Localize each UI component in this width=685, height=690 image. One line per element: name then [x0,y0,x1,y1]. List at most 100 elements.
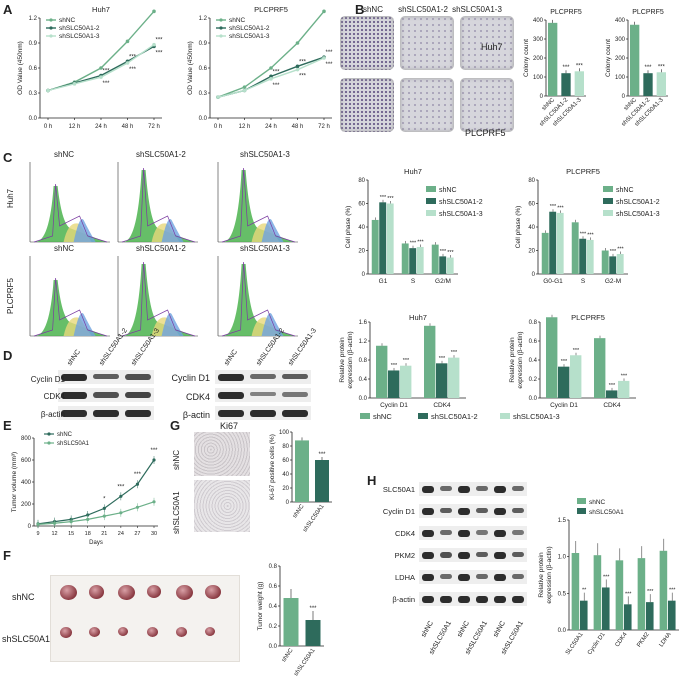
protein-band [282,392,308,397]
sig-mark: *** [451,350,458,356]
g2m-peak [73,218,96,242]
blot-strip [419,504,527,518]
protein-band [512,508,524,514]
legend-marker [219,26,223,30]
bar [570,355,582,398]
panel-label-a: A [3,2,13,17]
blot-row-label: CDK4 [43,392,65,401]
fit-curve [33,183,108,243]
x-tick-label: G1 [379,278,388,285]
sig-mark: *** [155,38,163,44]
tumor-specimen [89,627,100,637]
protein-band [422,530,434,537]
bar [549,211,557,274]
legend-label: shSLC50A1-3 [439,211,483,218]
sig-mark: *** [325,50,333,56]
y-tick-label: 1.6 [359,320,368,326]
x-tick-label: 72 h [148,124,160,130]
y-axis-label: expression (β-actin) [546,546,553,603]
histo-col-label: shSLC50A1-3 [240,150,290,159]
colony-plate [460,78,514,132]
panel-h-chart: 0.0 0.5 1.0 1.5 Relative protein expression (… [538,498,679,656]
protein-band [476,508,488,514]
protein-band [494,574,506,581]
bar [571,553,580,630]
y-tick-label: 20 [528,249,535,255]
bar [580,600,588,630]
bar [376,345,388,398]
bar [618,380,630,398]
data-point [295,41,300,45]
tumor-specimen [147,585,161,598]
protein-band [282,374,308,380]
cell-cycle-histograms: Huh7 PLCPRF5 shNC shSLC50A1-2 shSLC50A1-… [6,150,328,342]
sig-mark: *** [318,452,326,458]
sig-mark: *** [410,241,417,247]
data-point [322,56,326,60]
chart-title: Huh7 [404,167,422,176]
sig-mark: *** [617,247,624,253]
legend-marker [219,18,223,22]
bar [431,244,439,274]
tumor-specimen [118,585,135,601]
y-axis-label: expression (β-actin) [347,331,354,388]
x-tick-label: shNC [292,503,306,519]
legend-swatch [426,210,436,216]
y-tick-label: 20 [358,249,365,255]
legend-marker [219,34,223,38]
bar [615,560,624,630]
ki67-row-label: shNC [172,449,181,470]
y-tick-label: 100 [279,430,290,436]
x-tick-label: 27 [134,531,140,537]
tumor-specimen [176,585,193,601]
sig-mark: *** [117,484,125,490]
protein-band [440,508,452,514]
x-tick-label: 0 h [44,124,52,130]
protein-band [422,574,434,581]
sig-mark: *** [550,204,557,210]
bar [561,73,571,96]
legend-label: shSLC50A1 [589,509,624,516]
x-tick-label: LDHA [659,632,673,649]
data-point [242,88,247,93]
protein-band [458,574,470,581]
bar [624,604,632,630]
panel-label-b: B [355,2,365,17]
ki67-image-sh [194,480,250,532]
g2m-peak [73,312,96,336]
g1-peak [223,264,294,336]
sig-mark: *** [561,359,568,365]
bar [546,317,558,398]
blot-row-label: LDHA [394,573,415,582]
data-point [295,64,300,69]
sig-mark: *** [610,249,617,255]
y-tick-label: 0.6 [529,339,538,345]
blot-row-label: SLC50A1 [382,485,415,494]
blot-row-label: CDK4 [185,392,210,402]
y-tick-label: 0 [362,272,366,278]
protein-band [422,596,434,603]
sig-mark: *** [669,588,676,594]
y-tick-label: 0.2 [529,377,538,383]
y-axis-label: Relative protein [509,337,516,383]
sig-mark: *** [309,606,317,612]
y-axis-label: OD Value (450nm) [187,41,194,95]
y-tick-label: 0.5 [558,591,567,597]
y-tick-label: 20 [282,486,289,492]
bar [295,440,309,502]
sig-mark: *** [325,62,333,68]
g1-peak [123,264,194,336]
huh7-od-chart: Huh7 0.0 0.3 0.6 0.9 1.2 OD Value (450nm) 0 h 12… [17,5,163,130]
y-tick-label: 0.3 [29,91,38,97]
protein-band [476,530,488,535]
lane-label: shSLC50A1-3 [287,327,319,367]
legend-label: shSLC50A1-2 [431,412,478,421]
sig-mark: *** [391,363,398,369]
bar [283,598,299,646]
protein-band [93,374,119,380]
x-tick-label: CDK4 [615,631,629,648]
bar [439,256,447,274]
chart-title: PLCPRF5 [571,313,605,322]
x-tick-label: 21 [101,531,107,537]
